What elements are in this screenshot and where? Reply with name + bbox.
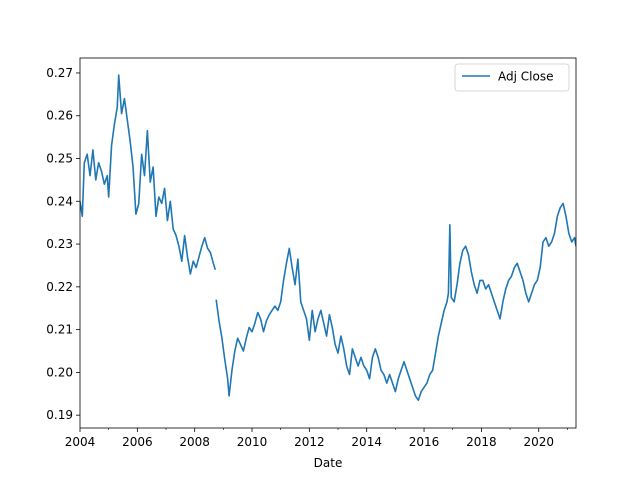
axes-background bbox=[80, 58, 576, 428]
y-tick-label: 0.23 bbox=[46, 237, 73, 251]
y-tick-label: 0.27 bbox=[46, 66, 73, 80]
x-tick-label: 2012 bbox=[294, 435, 325, 449]
x-axis-label: Date bbox=[314, 456, 343, 470]
x-tick-label: 2008 bbox=[179, 435, 210, 449]
y-tick-label: 0.25 bbox=[46, 152, 73, 166]
y-tick-label: 0.19 bbox=[46, 408, 73, 422]
legend: Adj Close bbox=[455, 64, 569, 91]
y-tick-label: 0.24 bbox=[46, 194, 73, 208]
x-tick-label: 2018 bbox=[466, 435, 497, 449]
x-tick-label: 2020 bbox=[523, 435, 554, 449]
x-tick-label: 2010 bbox=[237, 435, 268, 449]
x-tick-label: 2016 bbox=[409, 435, 440, 449]
x-tick-label: 2006 bbox=[122, 435, 153, 449]
y-tick-label: 0.22 bbox=[46, 280, 73, 294]
y-tick-label: 0.20 bbox=[46, 365, 73, 379]
x-tick-label: 2004 bbox=[65, 435, 96, 449]
y-tick-label: 0.21 bbox=[46, 323, 73, 337]
x-tick-label: 2014 bbox=[351, 435, 382, 449]
legend-label: Adj Close bbox=[498, 70, 553, 84]
plot-area bbox=[80, 58, 576, 428]
y-tick-label: 0.26 bbox=[46, 109, 73, 123]
